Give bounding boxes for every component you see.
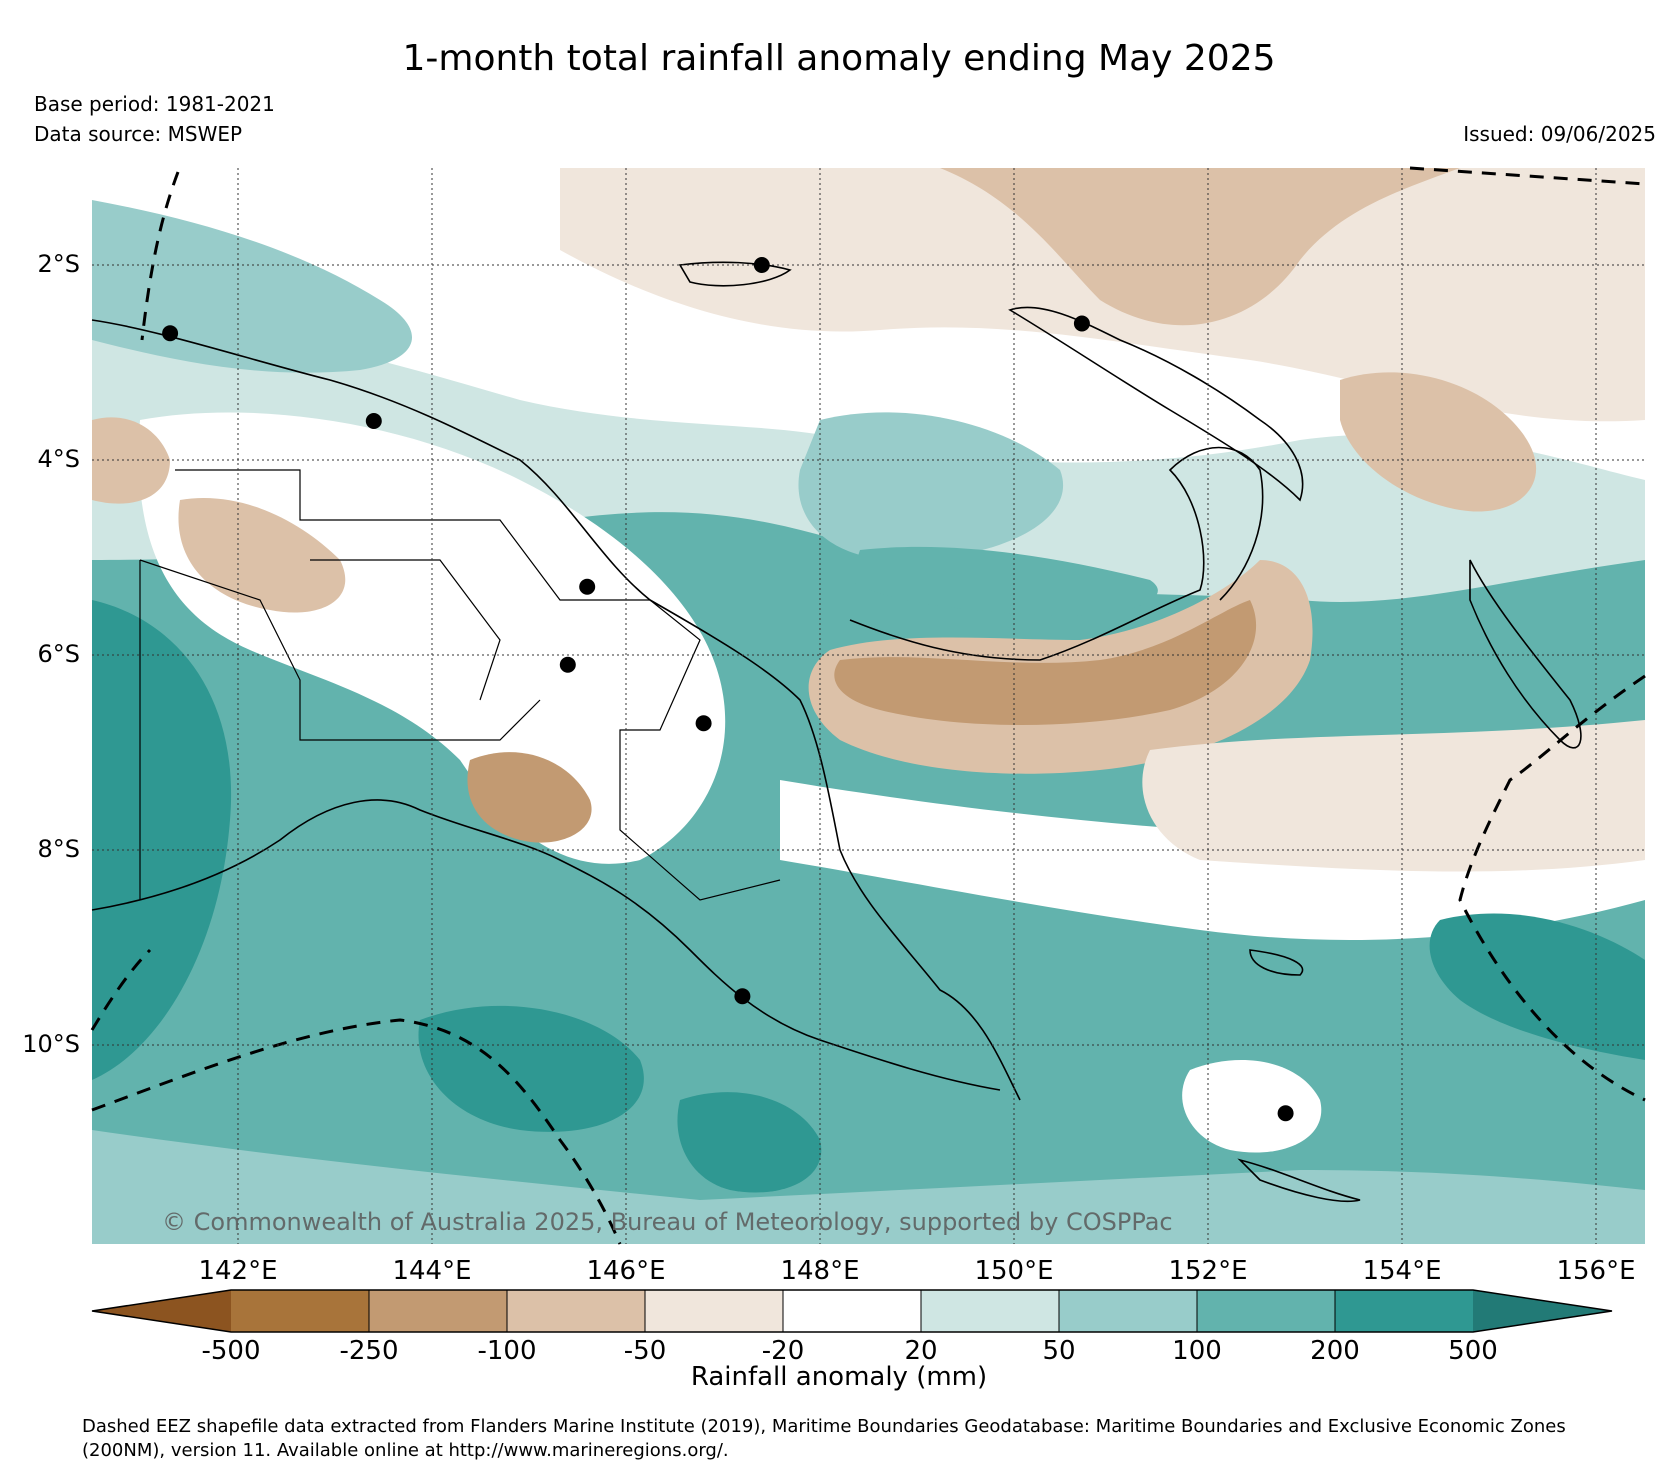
colorbar-tick-label: -20 xyxy=(761,1336,805,1366)
colorbar-tick-label: -50 xyxy=(623,1336,667,1366)
station-marker xyxy=(162,325,179,342)
anomaly-zone-dry-northeast xyxy=(940,168,1460,326)
anomaly-zone-wet-south xyxy=(418,1005,644,1132)
colorbar-tick-label: -250 xyxy=(339,1336,399,1366)
coastline-manus xyxy=(678,261,792,287)
coastlines xyxy=(91,261,1582,1203)
colorbar-tick-label: 100 xyxy=(1172,1336,1222,1366)
colorbar-tick-label: 500 xyxy=(1448,1336,1498,1366)
province-borders xyxy=(139,469,781,901)
base-period-text: Base period: 1981-2021 xyxy=(34,92,275,116)
coastline-south-mainland xyxy=(91,799,1001,1091)
eez-line-nw xyxy=(140,171,180,341)
issued-date-text: Issued: 09/06/2025 xyxy=(1463,122,1656,146)
border-provinces-c xyxy=(310,559,501,701)
anomaly-zone-dry-southeast xyxy=(1142,720,1645,872)
colorbar-extend-high xyxy=(1473,1290,1612,1332)
anomaly-zone-wet-southcentral xyxy=(677,1092,822,1193)
colorbar-tick-label: -500 xyxy=(201,1336,261,1366)
colorbar-extend-low xyxy=(92,1290,231,1332)
anomaly-field xyxy=(92,168,1645,1244)
colorbar-swatch xyxy=(1059,1290,1197,1332)
station-markers xyxy=(162,257,1294,1122)
eez-boundaries xyxy=(90,166,1646,1245)
coastline-new-britain xyxy=(849,446,1264,661)
colorbar xyxy=(91,1289,1613,1333)
anomaly-zone-wet-west xyxy=(92,600,232,1080)
anomaly-zone-teal-newbritain xyxy=(850,546,1158,616)
footer-credit-line-2: (200NM), version 11. Available online at… xyxy=(82,1440,729,1461)
station-marker xyxy=(559,656,576,673)
lon-label: 144°E xyxy=(392,1256,472,1286)
coastline-new-ireland xyxy=(1008,306,1304,502)
eez-line-south xyxy=(91,1018,622,1245)
lon-label: 156°E xyxy=(1556,1256,1636,1286)
anomaly-zone-wet-east xyxy=(1429,913,1645,1060)
colorbar-swatch xyxy=(369,1290,507,1332)
graticule xyxy=(92,168,1645,1244)
colorbar-title: Rainfall anomaly (mm) xyxy=(690,1362,988,1392)
colorbar-swatch xyxy=(645,1290,783,1332)
colorbar-outline xyxy=(91,1289,1613,1333)
coastline-trobriand xyxy=(1249,949,1304,976)
colorbar-tick-label: 20 xyxy=(904,1336,938,1366)
anomaly-zone-dry-east xyxy=(1340,372,1537,512)
coastline-rossel xyxy=(1237,1158,1361,1203)
station-marker xyxy=(579,578,596,595)
lat-label: 6°S xyxy=(37,640,80,668)
station-marker xyxy=(1277,1105,1294,1122)
station-marker xyxy=(365,413,382,429)
data-source-text: Data source: MSWEP xyxy=(34,122,243,146)
colorbar-dividers xyxy=(368,1290,1336,1332)
colorbar-swatch xyxy=(507,1290,645,1332)
anomaly-zone-dry-band-core xyxy=(834,600,1257,725)
lat-label: 4°S xyxy=(37,445,80,473)
lon-label: 150°E xyxy=(974,1256,1054,1286)
eez-line-ne xyxy=(1409,166,1646,186)
station-marker xyxy=(753,257,770,273)
lon-label: 142°E xyxy=(198,1256,278,1286)
anomaly-zone-teal-central xyxy=(798,412,1064,560)
colorbar-swatch xyxy=(231,1290,369,1332)
station-marker xyxy=(695,715,712,732)
station-marker xyxy=(734,988,751,1005)
footer-credit-line-1: Dashed EEZ shapefile data extracted from… xyxy=(82,1416,1566,1437)
station-marker xyxy=(1073,315,1090,332)
lon-label: 146°E xyxy=(586,1256,666,1286)
anomaly-zone-dry-highlands-south xyxy=(467,752,592,843)
coastline-bougainville xyxy=(1469,559,1582,749)
lat-label: 8°S xyxy=(37,835,80,863)
anomaly-zone-dry-highlands-west xyxy=(178,498,346,613)
anomaly-zone-teal-south-edge xyxy=(92,1130,1645,1244)
colorbar-tick-label: 50 xyxy=(1042,1336,1076,1366)
lon-label: 148°E xyxy=(780,1256,860,1286)
colorbar-swatch xyxy=(1197,1290,1335,1332)
eez-line-sw xyxy=(90,948,152,1031)
border-provinces-b xyxy=(139,559,541,741)
colorbar-tick-label: 200 xyxy=(1310,1336,1360,1366)
anomaly-zone-neutral-island xyxy=(1182,1060,1322,1153)
colorbar-swatch xyxy=(1335,1290,1473,1332)
map-title: 1-month total rainfall anomaly ending Ma… xyxy=(402,38,1276,79)
border-provinces-a xyxy=(175,469,781,901)
anomaly-zone-dry-west-edge xyxy=(92,417,170,504)
copyright-text: © Commonwealth of Australia 2025, Bureau… xyxy=(162,1208,1173,1236)
colorbar-swatch xyxy=(921,1290,1059,1332)
colorbar-tick-label: -100 xyxy=(477,1336,537,1366)
colorbar-swatch xyxy=(783,1290,921,1332)
lat-label: 10°S xyxy=(22,1030,80,1058)
eez-line-east xyxy=(1458,674,1646,1102)
lon-label: 154°E xyxy=(1362,1256,1442,1286)
lon-label: 152°E xyxy=(1168,1256,1248,1286)
lat-label: 2°S xyxy=(37,250,80,278)
coastline-north-mainland xyxy=(91,319,1021,1101)
